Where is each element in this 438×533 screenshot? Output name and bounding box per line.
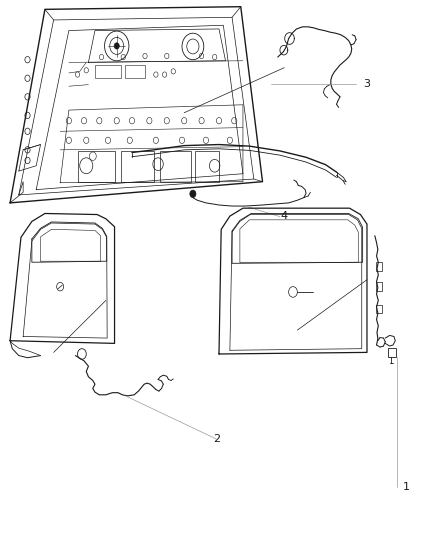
Bar (125, 65, 145, 78)
Bar (376, 282, 382, 291)
Bar (95, 65, 121, 78)
Bar (376, 305, 382, 313)
Bar (195, 151, 219, 182)
Bar (160, 151, 191, 182)
Bar (388, 348, 396, 357)
Text: 1: 1 (403, 481, 410, 491)
Bar (121, 151, 154, 182)
Bar (78, 151, 115, 182)
Text: 2: 2 (213, 434, 220, 444)
Circle shape (190, 190, 196, 198)
Bar (376, 262, 382, 271)
Text: 4: 4 (281, 211, 288, 221)
Circle shape (114, 43, 119, 49)
Text: 3: 3 (364, 78, 371, 88)
